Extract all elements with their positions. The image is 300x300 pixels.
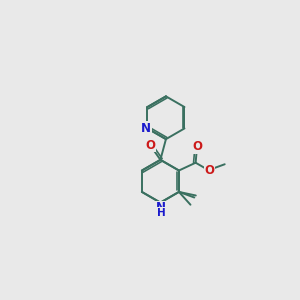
Text: H: H <box>157 208 165 218</box>
Text: N: N <box>141 122 151 135</box>
Text: O: O <box>204 164 214 177</box>
Text: O: O <box>145 139 155 152</box>
Text: O: O <box>193 140 202 153</box>
Text: N: N <box>156 202 166 214</box>
